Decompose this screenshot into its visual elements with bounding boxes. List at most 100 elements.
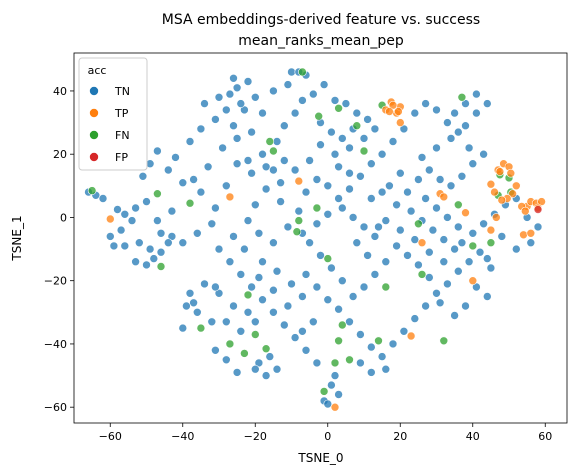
point-tn [359, 222, 369, 232]
point-tn [385, 181, 394, 191]
point-tn [457, 172, 467, 181]
point-tp [461, 208, 470, 217]
point-tn [348, 213, 358, 222]
legend-marker-fn [89, 130, 99, 140]
point-fn [352, 121, 362, 130]
point-tp [406, 331, 416, 341]
point-tn [323, 399, 333, 409]
point-fn [243, 290, 253, 300]
point-tn [464, 143, 474, 153]
point-tn [269, 165, 278, 175]
point-tn [196, 124, 206, 134]
point-tn [261, 162, 271, 172]
point-tn [113, 205, 122, 214]
point-tn [381, 216, 391, 225]
point-tn [156, 229, 166, 238]
point-tn [330, 96, 340, 105]
point-tn [526, 238, 536, 247]
point-fn [251, 330, 260, 339]
point-tn [229, 232, 238, 241]
point-fn [225, 339, 235, 349]
x-axis-label: TSNE_0 [297, 451, 343, 465]
point-tn [225, 89, 235, 99]
point-tn [377, 352, 387, 361]
point-tn [330, 149, 340, 159]
point-tn [171, 153, 180, 162]
point-tn [479, 149, 488, 159]
point-tn [370, 124, 380, 134]
point-fn [294, 216, 304, 225]
point-fn [337, 320, 347, 330]
point-tn [327, 263, 336, 273]
point-tn [464, 257, 474, 267]
legend-label-fp: FP [115, 151, 128, 164]
point-tn [290, 333, 300, 342]
point-tn [222, 317, 231, 327]
point-tn [312, 282, 322, 292]
y-tick-label: 20 [53, 148, 67, 161]
point-tn [450, 108, 459, 118]
point-tn [316, 140, 325, 149]
point-tn [254, 273, 264, 282]
point-tn [330, 371, 340, 380]
point-tn [243, 307, 253, 317]
point-tn [200, 99, 209, 108]
point-tn [222, 105, 231, 115]
legend-marker-tn [89, 86, 99, 96]
point-tn [345, 168, 354, 178]
point-tn [265, 352, 275, 361]
point-tn [403, 251, 412, 260]
point-fn [345, 355, 354, 365]
point-tn [443, 213, 452, 222]
point-tn [414, 260, 423, 270]
point-tn [232, 368, 242, 377]
y-tick-label: 0 [60, 211, 67, 224]
point-tn [211, 115, 220, 124]
point-tn [410, 235, 420, 244]
point-tn [457, 238, 467, 247]
point-tn [229, 74, 238, 83]
point-tn [366, 194, 376, 203]
point-tn [279, 121, 289, 130]
point-tn [251, 93, 260, 102]
point-tn [323, 181, 333, 191]
legend-box [78, 57, 148, 171]
point-tn [258, 257, 267, 267]
point-tn [319, 80, 329, 89]
point-tn [305, 238, 314, 247]
point-tn [305, 156, 314, 165]
y-axis-label: TSNE_1 [10, 215, 24, 261]
point-tn [251, 200, 260, 210]
point-tn [240, 244, 249, 254]
point-tn [352, 238, 362, 247]
point-tn [392, 241, 401, 251]
point-tn [421, 99, 430, 108]
point-tn [410, 108, 420, 118]
point-tp [490, 187, 499, 197]
point-tn [276, 178, 285, 187]
point-tn [443, 279, 452, 289]
point-tn [337, 134, 347, 143]
point-fn [269, 146, 278, 156]
point-tn [131, 257, 140, 267]
point-fn [292, 227, 302, 236]
point-tn [178, 238, 188, 247]
point-tn [327, 380, 336, 390]
point-tn [200, 279, 209, 289]
point-tn [486, 263, 496, 273]
point-tn [345, 317, 354, 327]
point-tn [247, 282, 256, 292]
point-fn [314, 111, 324, 121]
legend-label-tn: TN [114, 85, 130, 98]
point-tn [406, 206, 416, 216]
point-tn [432, 203, 441, 213]
point-tp [294, 176, 304, 186]
point-tn [232, 159, 242, 168]
point-tn [443, 118, 452, 127]
point-tn [236, 326, 246, 336]
point-tn [334, 304, 343, 314]
point-tn [475, 247, 485, 257]
point-tn [345, 143, 354, 153]
x-tick-label: 0 [324, 430, 331, 443]
point-tn [327, 127, 336, 137]
